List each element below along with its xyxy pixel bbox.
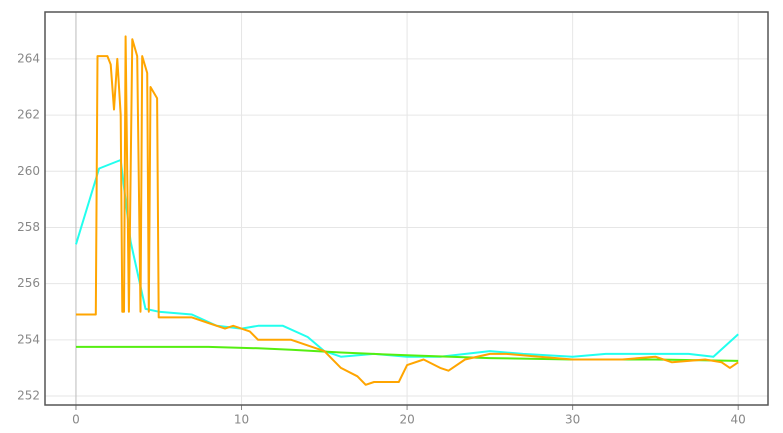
x-tick-label: 40	[731, 413, 746, 427]
y-tick-label: 260	[17, 164, 40, 178]
y-tick-label: 258	[17, 220, 40, 234]
y-tick-label: 264	[17, 51, 40, 65]
series-line	[76, 35, 739, 386]
x-tick-label: 0	[72, 413, 80, 427]
x-tick-label: 30	[565, 413, 580, 427]
plot-frame	[44, 11, 769, 406]
y-tick-label: 262	[17, 108, 40, 122]
x-tick-label: 10	[234, 413, 249, 427]
y-tick-label: 256	[17, 276, 40, 290]
y-tick-label: 254	[17, 332, 40, 346]
y-tick-label: 252	[17, 389, 40, 403]
x-tick-label: 20	[399, 413, 414, 427]
